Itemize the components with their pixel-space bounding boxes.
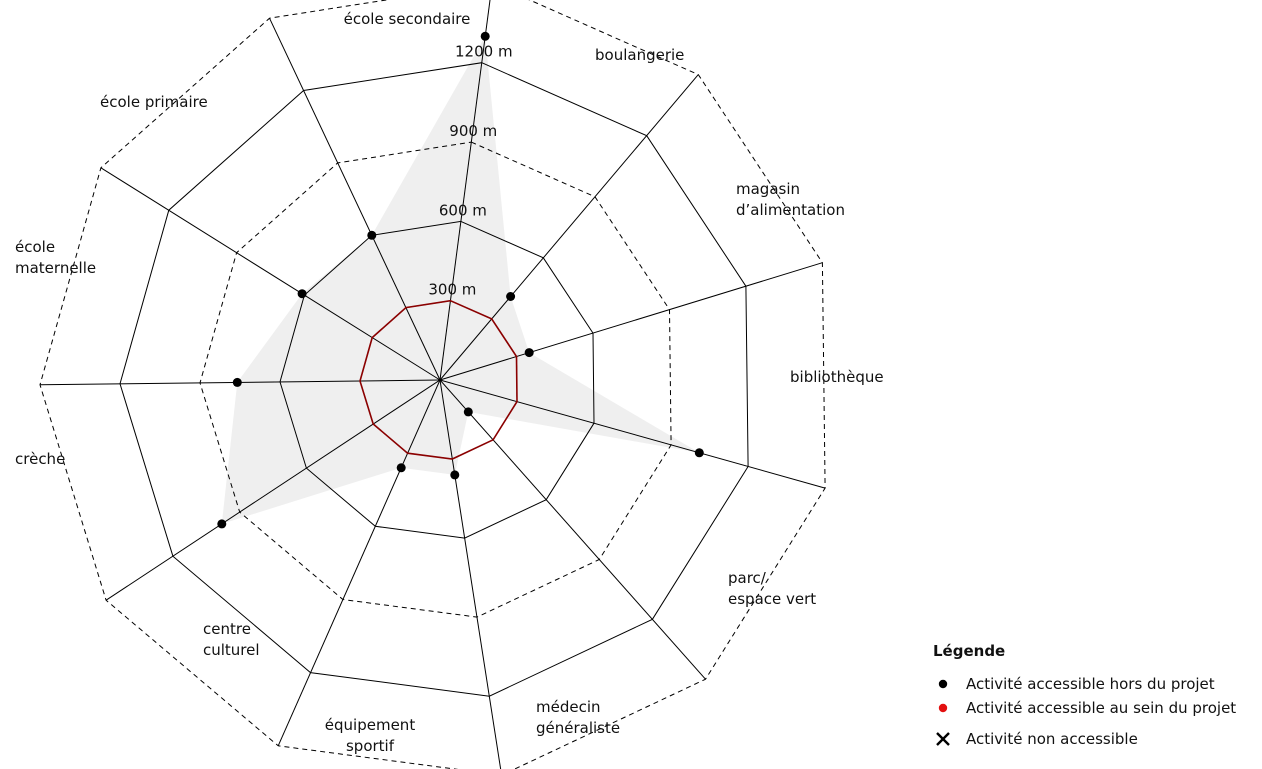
- inner-ring-layer: [359, 299, 518, 460]
- axis-label-4: parc/espace vert: [728, 569, 816, 608]
- axis-label-layer: école secondaire boulangerie magasin d’alim…: [15, 10, 884, 755]
- legend-x-icon: [936, 732, 950, 746]
- data-point-8: [232, 377, 242, 387]
- grid-ring-1500: [39, 0, 826, 769]
- data-point-7: [217, 519, 227, 529]
- spoke-5: [439, 379, 502, 769]
- grid-ring-1200: [119, 62, 749, 697]
- spoke-2: [439, 262, 823, 381]
- legend-item-label: Activité accessible hors du projet: [966, 675, 1215, 693]
- legend-red-dot-icon: [938, 703, 948, 713]
- ring-label-layer: 300 m 600 m 900 m 1200 m: [428, 43, 512, 299]
- data-point-3: [694, 448, 704, 458]
- legend-title: Légende: [933, 642, 1005, 660]
- accessible-area: [221, 36, 700, 524]
- legend-item-not-accessible: Activité non accessible: [936, 730, 1138, 748]
- axis-label-8: crèche: [15, 450, 65, 468]
- ring-label-1200: 1200 m: [455, 43, 513, 61]
- axis-label-3: bibliothèque: [790, 368, 884, 386]
- spoke-6: [277, 379, 441, 747]
- spoke-7: [105, 379, 441, 601]
- data-point-layer: [217, 31, 704, 529]
- axis-label-0: école secondaire: [344, 10, 471, 28]
- ring-label-900: 900 m: [449, 122, 497, 140]
- legend-black-dot-icon: [938, 679, 948, 689]
- legend-item-label: Activité accessible au sein du projet: [966, 699, 1236, 717]
- spoke-10: [269, 17, 441, 381]
- data-point-10: [367, 230, 377, 240]
- spoke-3: [439, 379, 826, 489]
- axis-label-9: école maternelle: [15, 238, 96, 277]
- spoke-0: [439, 0, 491, 381]
- data-point-4: [463, 407, 473, 417]
- data-point-6: [396, 463, 406, 473]
- legend: Légende Activité accessible hors du proj…: [933, 642, 1236, 748]
- data-point-9: [297, 289, 307, 299]
- ring-label-300: 300 m: [428, 281, 476, 299]
- legend-item-inside-project: Activité accessible au sein du projet: [938, 699, 1236, 717]
- data-point-0: [480, 31, 490, 41]
- axis-label-5: médecin généraliste: [536, 698, 620, 737]
- axis-label-1: boulangerie: [595, 46, 684, 64]
- ring-label-600: 600 m: [439, 201, 487, 219]
- legend-item-label: Activité non accessible: [966, 730, 1138, 748]
- legend-item-outside-project: Activité accessible hors du projet: [938, 675, 1215, 693]
- grid-ring-900: [199, 141, 672, 618]
- axis-label-10: école primaire: [100, 93, 208, 111]
- axis-label-6: équipement sportif: [325, 716, 416, 755]
- spoke-1: [439, 74, 699, 381]
- axis-label-7: centre culturel: [203, 620, 260, 659]
- data-point-1: [506, 292, 516, 301]
- axis-label-2: magasin d’alimentation: [736, 180, 845, 219]
- data-point-2: [524, 348, 534, 358]
- accessible-area-layer: [221, 36, 700, 524]
- spoke-4: [439, 379, 706, 680]
- project-ring: [359, 299, 518, 460]
- spoke-layer: [39, 0, 826, 769]
- data-point-5: [450, 470, 460, 480]
- grid-ring-600: [279, 220, 595, 539]
- spoke-9: [100, 167, 441, 381]
